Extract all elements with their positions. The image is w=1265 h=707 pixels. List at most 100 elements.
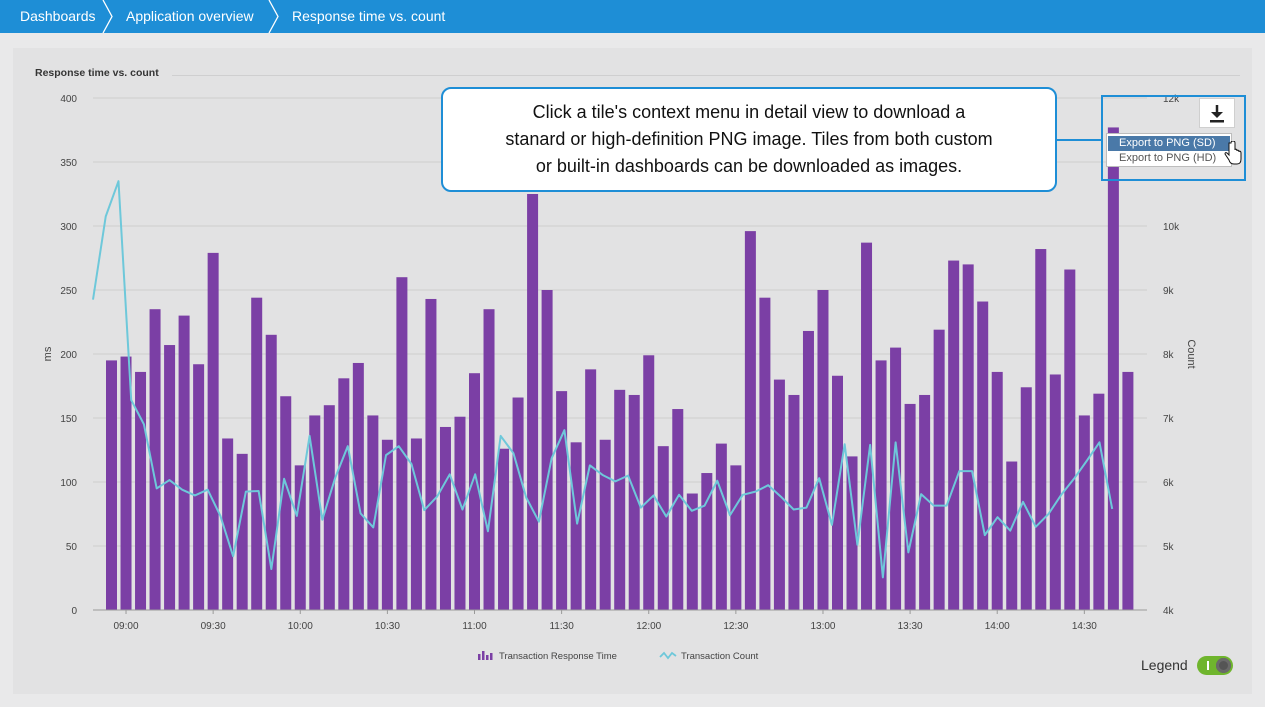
bar [1122, 371, 1134, 610]
bar [541, 290, 553, 610]
bar [425, 298, 437, 610]
x-tick-label: 14:30 [1072, 621, 1097, 632]
y2-tick-label: 5k [1163, 542, 1175, 553]
bar [294, 465, 306, 610]
breadcrumb-current-page: Response time vs. count [292, 8, 446, 24]
title-divider [172, 75, 1240, 76]
x-tick-label: 11:30 [549, 621, 574, 632]
bar [759, 297, 771, 610]
bar [149, 309, 161, 610]
callout-line-2: stanard or high-definition PNG image. Ti… [505, 129, 993, 149]
export-png-sd-item[interactable]: Export to PNG (SD) [1108, 136, 1230, 151]
x-tick-label: 11:00 [462, 621, 487, 632]
bar [106, 360, 117, 610]
bar [178, 315, 190, 610]
bar [875, 360, 887, 610]
bar [715, 443, 727, 610]
bar [861, 242, 873, 610]
bar [904, 403, 916, 610]
bar [454, 416, 466, 610]
transaction-count-line [92, 180, 1114, 579]
bar [193, 364, 205, 610]
x-tick-label: 12:30 [723, 621, 748, 632]
y-tick-label: 0 [71, 606, 77, 617]
bar [846, 456, 858, 610]
bar [788, 394, 800, 610]
legend-toggle-label: Legend [1141, 657, 1188, 673]
bar [164, 345, 176, 610]
legend-label: Transaction Response Time [499, 651, 617, 662]
context-menu-highlight [1101, 95, 1246, 181]
legend-label: Transaction Count [681, 651, 759, 662]
bar [1049, 374, 1061, 610]
legend-item-response-time: Transaction Response Time [478, 651, 617, 662]
y2-tick-label: 7k [1163, 414, 1175, 425]
bar [570, 442, 582, 610]
y2-tick-label: 10k [1163, 222, 1180, 233]
bar [512, 397, 524, 610]
bar [265, 334, 277, 610]
bar [1107, 127, 1119, 610]
y-tick-label: 250 [60, 286, 77, 297]
bar [686, 493, 698, 610]
download-button[interactable] [1199, 98, 1235, 128]
hand-cursor-icon [1224, 141, 1242, 165]
axes: 0 50 100 150 200 250 300 350 400 4k 5k 6k 7k 8k 9k 10k 1… [42, 94, 1197, 632]
bar [1035, 249, 1047, 611]
bar [977, 301, 989, 610]
y-axis-title: ms [42, 346, 54, 361]
callout-connector [1057, 139, 1103, 141]
tile-title: Response time vs. count [35, 67, 159, 79]
y-tick-label: 200 [60, 350, 77, 361]
bar [309, 415, 321, 610]
legend-bar-icon [478, 654, 481, 660]
y-tick-label: 100 [60, 478, 77, 489]
bar [585, 369, 597, 610]
bar [323, 405, 335, 610]
bar [1064, 269, 1076, 610]
chevron-right-icon [102, 0, 113, 33]
x-tick-label: 14:00 [985, 621, 1010, 632]
breadcrumb-dashboards[interactable]: Dashboards [20, 8, 96, 24]
bar [991, 371, 1003, 610]
bar [657, 446, 669, 610]
tutorial-callout: Click a tile's context menu in detail vi… [441, 87, 1057, 192]
bar [730, 465, 742, 610]
bar [236, 453, 248, 610]
bar [817, 290, 829, 610]
y2-tick-label: 9k [1163, 286, 1175, 297]
bar [352, 362, 364, 610]
x-tick-label: 13:00 [810, 621, 835, 632]
legend-item-transaction-count: Transaction Count [659, 651, 759, 662]
x-tick-label: 12:00 [636, 621, 661, 632]
chevron-right-icon [268, 0, 279, 33]
y-tick-label: 50 [66, 542, 78, 553]
bar [1078, 415, 1090, 610]
bar [948, 260, 960, 610]
bar [280, 396, 292, 610]
export-png-hd-item[interactable]: Export to PNG (HD) [1119, 152, 1217, 164]
toggle-knob [1216, 658, 1231, 673]
bar [367, 415, 379, 610]
bar [556, 391, 568, 610]
callout-line-1: Click a tile's context menu in detail vi… [532, 102, 966, 122]
export-menu: Export to PNG (SD) Export to PNG (HD) [1106, 133, 1232, 167]
x-tick-label: 10:30 [375, 621, 400, 632]
bar [599, 439, 611, 610]
y2-tick-label: 4k [1163, 606, 1175, 617]
bar [802, 330, 814, 610]
legend-bar-icon [486, 655, 489, 660]
x-tick-label: 09:00 [114, 621, 139, 632]
bar [933, 329, 945, 610]
bar [614, 389, 626, 610]
bar [439, 426, 451, 610]
x-tick-label: 09:30 [201, 621, 226, 632]
y2-tick-label: 12k [1163, 94, 1180, 105]
bar [498, 448, 510, 610]
legend-toggle-switch[interactable] [1197, 656, 1233, 675]
toggle-on-indicator [1207, 661, 1209, 670]
legend-line-icon [659, 651, 677, 660]
breadcrumb-application-overview[interactable]: Application overview [126, 8, 254, 24]
bar [222, 438, 234, 610]
bar [469, 373, 480, 610]
